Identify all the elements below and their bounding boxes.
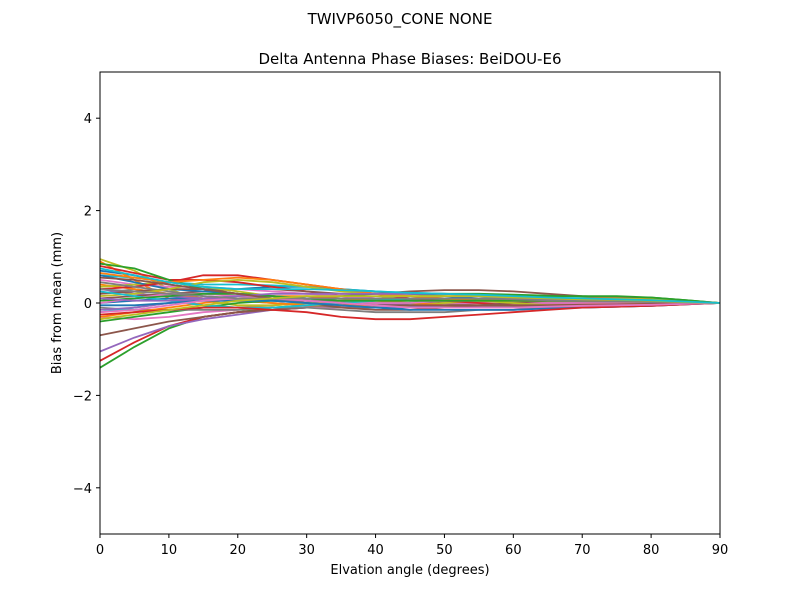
figure-suptitle: TWIVP6050_CONE NONE xyxy=(307,10,493,29)
series-line-34 xyxy=(100,302,720,321)
x-tick-label: 80 xyxy=(643,543,660,558)
x-tick-label: 90 xyxy=(712,543,729,558)
x-tick-label: 50 xyxy=(436,543,453,558)
chart-title: Delta Antenna Phase Biases: BeiDOU-E6 xyxy=(259,50,562,68)
x-tick-label: 10 xyxy=(161,543,178,558)
y-tick-label: 2 xyxy=(84,205,92,220)
x-tick-label: 60 xyxy=(505,543,522,558)
y-axis-label: Bias from mean (mm) xyxy=(50,232,65,374)
series-line-37 xyxy=(100,297,720,314)
x-tick-label: 70 xyxy=(574,543,591,558)
y-tick-label: −2 xyxy=(73,389,92,404)
x-tick-label: 40 xyxy=(367,543,384,558)
x-axis-label: Elvation angle (degrees) xyxy=(330,563,489,578)
x-tick-label: 0 xyxy=(96,543,104,558)
series-layer xyxy=(100,258,720,369)
series-line-40 xyxy=(100,267,720,304)
x-axis-ticks: 0 10 20 30 40 50 60 70 80 90 xyxy=(96,534,728,558)
series-line-38 xyxy=(100,288,720,304)
y-tick-label: −4 xyxy=(73,482,92,497)
y-axis-ticks: −4 −2 0 2 4 xyxy=(73,112,100,497)
y-tick-label: 0 xyxy=(84,297,92,312)
y-tick-label: 4 xyxy=(84,112,92,127)
x-tick-label: 30 xyxy=(298,543,315,558)
x-tick-label: 20 xyxy=(230,543,247,558)
